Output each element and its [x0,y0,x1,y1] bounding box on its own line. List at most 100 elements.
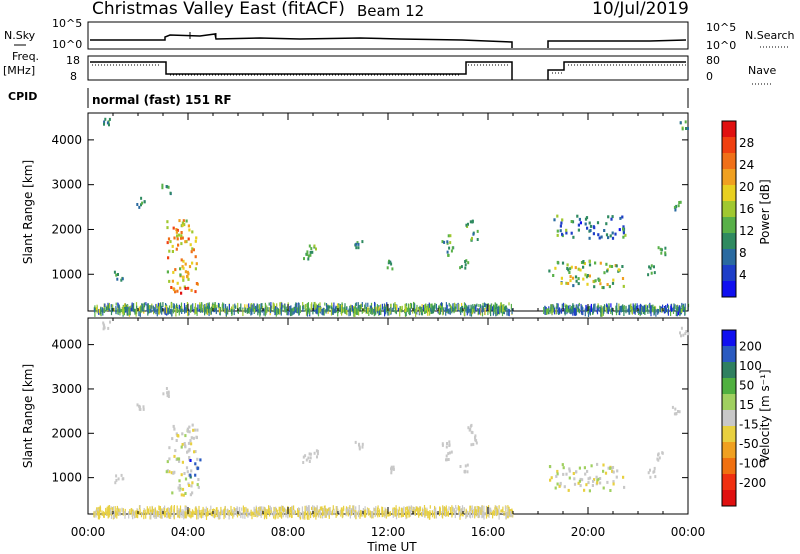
heatmap-cell [404,307,406,313]
heatmap-cell [571,276,575,280]
heatmap-cell [171,250,174,253]
heatmap-cell [207,510,209,517]
heatmap-cell [605,262,608,266]
heatmap-cell [288,511,291,518]
heatmap-cell [648,265,651,269]
heatmap-cell [428,511,430,515]
heatmap-cell [591,484,594,487]
heatmap-cell [345,508,347,517]
heatmap-cell [266,509,268,513]
heatmap-cell [659,306,662,310]
heatmap-cell [492,509,494,516]
heatmap-cell [158,307,160,315]
heatmap-cell [145,512,147,519]
heatmap-cell [244,304,246,308]
heatmap-cell [233,309,235,316]
power-ylabel: Slant Range [km] [21,160,35,264]
heatmap-cell [297,508,299,513]
heatmap-cell [566,263,569,267]
heatmap-cell [135,302,138,308]
heatmap-cell [95,307,98,311]
heatmap-cell [191,423,194,427]
heatmap-cell [161,512,163,519]
heatmap-cell [106,506,108,511]
freq-label-1: Freq. [12,50,39,63]
heatmap-cell [189,459,192,462]
heatmap-cell [168,507,171,513]
heatmap-cell [187,309,189,316]
heatmap-cell [307,302,309,309]
heatmap-cell [306,306,309,314]
heatmap-cell [565,231,568,235]
heatmap-cell [184,492,187,495]
heatmap-cell [475,304,477,311]
freq-label-2: [MHz] [3,64,35,77]
date-label: 10/Jul/2019 [592,0,689,19]
colorbar-segment [722,137,736,154]
heatmap-cell [676,306,678,312]
heatmap-cell [142,405,145,409]
heatmap-cell [556,482,559,486]
heatmap-cell [579,484,582,488]
heatmap-cell [188,228,191,232]
ytick-label: 3000 [51,178,82,192]
heatmap-cell [223,508,225,516]
heatmap-cell [163,507,165,512]
heatmap-cell [156,308,158,317]
heatmap-cell [677,410,679,413]
heatmap-cell [258,508,260,513]
heatmap-cell [676,309,678,317]
heatmap-cell [304,511,306,516]
heatmap-cell [570,220,573,223]
heatmap-cell [422,304,424,311]
heatmap-cell [476,506,478,511]
heatmap-cell [351,305,353,311]
heatmap-cell [469,308,471,317]
heatmap-cell [187,441,191,445]
heatmap-cell [311,250,314,254]
heatmap-cell [611,466,615,469]
heatmap-cell [553,307,556,315]
heatmap-cell [499,304,501,312]
heatmap-cell [192,303,194,311]
heatmap-cell [370,305,372,310]
heatmap-cell [584,472,587,476]
heatmap-cell [138,308,140,317]
heatmap-cell [561,232,564,236]
heatmap-cell [488,511,490,518]
heatmap-cell [398,307,400,311]
heatmap-cell [565,281,568,285]
heatmap-cell [354,309,356,317]
heatmap-cell [502,506,504,512]
heatmap-cell [469,505,471,512]
colorbar-tick-label: 16 [739,202,754,216]
heatmap-cell [588,306,590,312]
heatmap-cell [196,509,199,516]
heatmap-cell [139,505,141,508]
heatmap-cell [555,309,557,315]
heatmap-cell [263,506,265,514]
heatmap-cell [449,234,452,238]
heatmap-cell [357,512,360,518]
heatmap-cell [214,302,216,306]
heatmap-cell [316,455,318,459]
heatmap-cell [471,431,474,435]
heatmap-cell [625,306,627,313]
heatmap-cell [177,233,181,237]
heatmap-cell [179,286,182,290]
heatmap-cell [560,276,563,280]
heatmap-cell [390,262,393,266]
heatmap-cell [451,246,454,250]
heatmap-cell [609,234,612,238]
heatmap-cell [192,248,195,252]
heatmap-cell [503,306,506,311]
heatmap-cell [423,307,426,314]
heatmap-cell [423,505,426,511]
heatmap-cell [558,484,561,488]
heatmap-cell [619,305,622,312]
heatmap-cell [222,510,224,515]
heatmap-cell [565,472,568,476]
heatmap-cell [175,230,178,234]
heatmap-cell [386,510,388,516]
heatmap-cell [474,307,476,314]
